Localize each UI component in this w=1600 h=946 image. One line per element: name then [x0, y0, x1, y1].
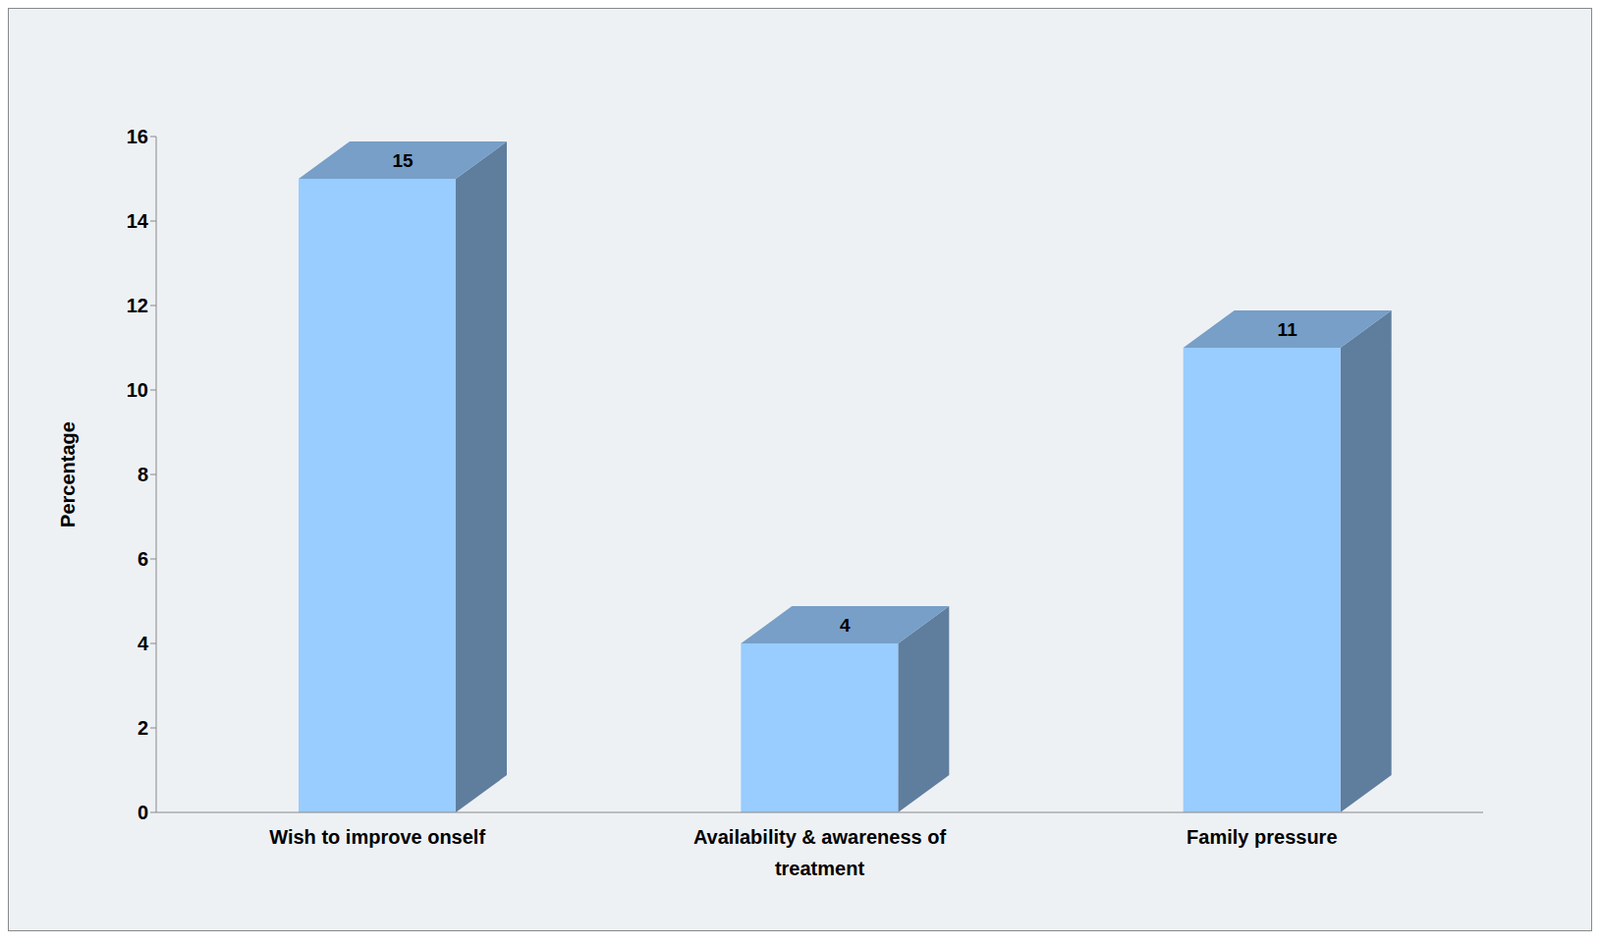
- svg-text:16: 16: [126, 125, 149, 148]
- svg-text:4: 4: [137, 632, 150, 655]
- svg-text:12: 12: [126, 294, 149, 317]
- svg-text:0: 0: [137, 801, 149, 824]
- svg-text:4: 4: [839, 614, 851, 636]
- svg-text:14: 14: [126, 210, 150, 232]
- svg-text:Availability & awareness oftre: Availability & awareness oftreatment: [693, 826, 946, 880]
- svg-text:Wish to improve onself: Wish to improve onself: [269, 826, 486, 848]
- svg-text:10: 10: [126, 379, 149, 401]
- svg-text:2: 2: [137, 717, 149, 739]
- svg-text:8: 8: [137, 463, 149, 486]
- svg-text:11: 11: [1277, 319, 1299, 340]
- svg-text:Family pressure: Family pressure: [1186, 826, 1337, 848]
- svg-text:6: 6: [137, 548, 149, 570]
- svg-text:Percentage: Percentage: [56, 421, 79, 528]
- svg-text:15: 15: [391, 150, 414, 171]
